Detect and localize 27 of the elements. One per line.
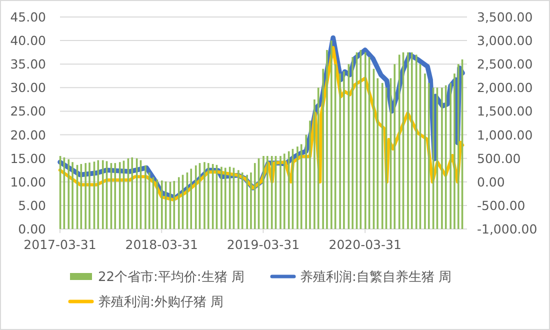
y2-tick-label: 0.00 bbox=[477, 174, 505, 190]
y-tick-label: 30.00 bbox=[10, 80, 46, 96]
y-tick-label: 35.00 bbox=[10, 56, 46, 72]
x-tick-label: 2018-03-31 bbox=[125, 237, 198, 252]
y2-tick-label: 2,500.00 bbox=[477, 56, 533, 72]
y2-tick-label: 3,000.00 bbox=[477, 33, 533, 48]
y-tick-label: 20.00 bbox=[10, 127, 46, 142]
y2-tick-label: -1,000.00 bbox=[477, 222, 538, 236]
y-tick-label: 5.00 bbox=[18, 198, 46, 213]
y2-tick-label: 500.00 bbox=[477, 150, 521, 166]
y2-tick-label: 3,500.00 bbox=[477, 10, 533, 24]
x-tick-label: 2020-03-31 bbox=[328, 237, 402, 252]
x-tick-label: 2017-03-31 bbox=[24, 237, 96, 252]
y-tick-label: 45.00 bbox=[10, 10, 46, 24]
legend-label: 养殖利润:自繁自养生猪 周 bbox=[300, 269, 452, 285]
x-tick-label: 2019-03-31 bbox=[226, 237, 300, 252]
y-tick-label: 15.00 bbox=[10, 150, 46, 166]
y2-tick-label: 1,500.00 bbox=[477, 104, 533, 119]
y-tick-label: 25.00 bbox=[10, 104, 46, 119]
y2-tick-label: -500.00 bbox=[477, 198, 526, 213]
legend-label: 22个省市:平均价:生猪 周 bbox=[98, 270, 244, 285]
legend-label: 养殖利润:外购仔猪 周 bbox=[98, 294, 224, 310]
y-tick-label: 10.00 bbox=[10, 174, 46, 190]
y2-tick-label: 2,000.00 bbox=[477, 80, 533, 96]
y2-tick-label: 1,000.00 bbox=[477, 127, 533, 142]
y-tick-label: 40.00 bbox=[10, 33, 46, 48]
y-tick-label: 0.00 bbox=[18, 222, 46, 236]
